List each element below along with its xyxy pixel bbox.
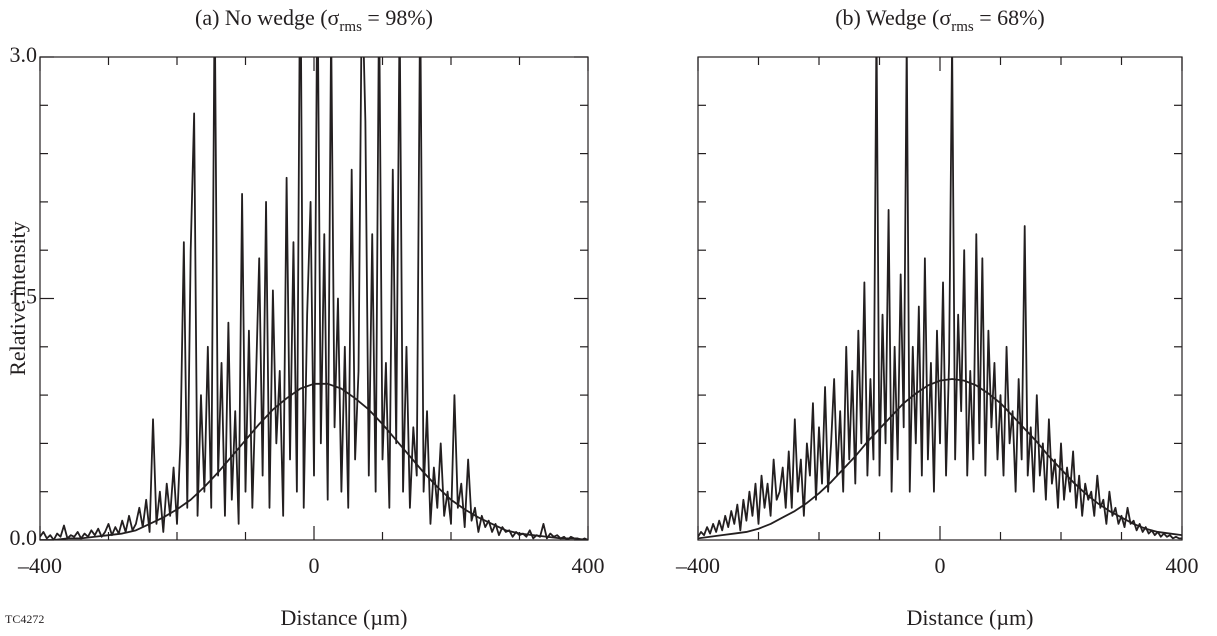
y-axis-label: Relative intensity [5,221,30,376]
x-tick-label: 400 [1166,553,1199,578]
intensity-line [40,57,588,540]
x-tick-label: 0 [309,553,320,578]
title-subscript: rms [951,19,974,35]
title-text: = 68%) [974,5,1045,30]
chart-title: (b) Wedge (σrms = 68%) [835,5,1045,35]
intensity-line [698,378,1182,540]
figure-code: TC4272 [5,612,44,626]
x-tick-label: 0 [935,553,946,578]
y-tick-label: 1.5 [10,284,38,309]
intensity-line [40,382,588,540]
x-tick-label: 400 [572,553,605,578]
x-tick-label: –400 [17,553,62,578]
title-text: (b) Wedge (σ [835,5,951,30]
x-axis-label: Distance (µm) [907,605,1034,630]
plot-frame [697,56,1183,541]
y-tick-label: 0.0 [10,525,38,550]
title-text: = 98%) [362,5,433,30]
chart-title: (a) No wedge (σrms = 98%) [195,5,433,35]
x-axis-label: Distance (µm) [281,605,408,630]
y-tick-label: 3.0 [10,42,38,67]
intensity-line [698,57,1182,540]
title-text: (a) No wedge (σ [195,5,340,30]
title-subscript: rms [339,19,362,35]
x-tick-label: –400 [675,553,720,578]
